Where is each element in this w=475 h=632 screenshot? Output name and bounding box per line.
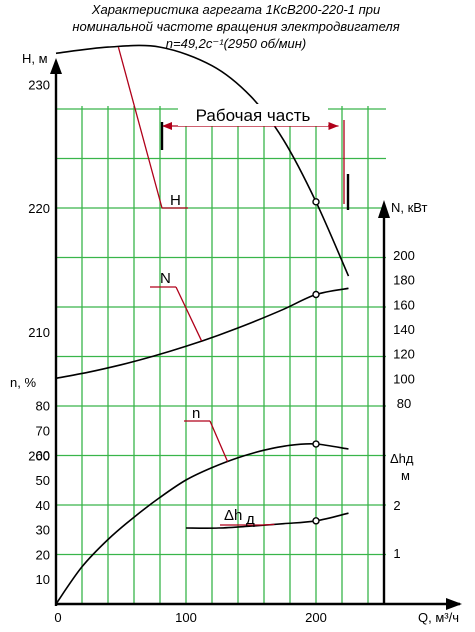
tick-label-npsh: 1 [393,546,400,561]
series-line-N [55,287,349,380]
label-leader-H [117,46,163,209]
tick-label-npsh: 2 [393,498,400,513]
series-label-N: N [160,270,171,287]
tick-label-power: 80 [397,396,411,411]
series-line-dh [185,512,349,529]
annotations: Н Nn Δh д Рабочая часть [117,46,350,528]
tick-label-power: 160 [393,297,415,312]
grid-lines [56,106,386,605]
tick-label-efficiency: 40 [36,498,50,513]
tick-label-efficiency: 30 [36,523,50,538]
working-range-arrow-left [162,122,172,130]
working-range-label: Рабочая часть [196,106,311,125]
axes-group [50,58,462,610]
series-label-H: Н [170,192,181,209]
chart-title-line-2: номинальной частоте вращения электродвиг… [72,19,399,34]
axis-label-npsh: Δhд [390,451,414,466]
tick-label-power: 120 [393,347,415,362]
working-range-label-bg [178,104,328,126]
label-leader-N [175,286,203,342]
axis-label-flow: Q, м³/ч [418,610,459,625]
axis-label-power: N, кВт [391,200,428,215]
tick-label-efficiency: 60 [36,448,50,463]
tick-label-efficiency: 50 [36,473,50,488]
label-leader-eta [209,420,229,462]
tick-label-efficiency: 20 [36,547,50,562]
axis-label-npsh-unit: м [401,468,410,483]
data-point-marker-H [312,198,320,206]
x-axis-arrow [446,598,462,610]
tick-label-flow: 200 [305,610,327,625]
data-point-marker-N [312,290,320,299]
tick-label-power: 140 [393,322,415,337]
y-axis-right-arrow [378,200,390,218]
axis-label-efficiency: n, % [10,375,36,390]
tick-label-head: 210 [28,325,50,340]
y-axis-left-arrow [50,58,62,74]
series-line-H [55,44,350,277]
series-label-dh: Δh [224,507,242,524]
tick-label-flow: 0 [54,610,61,625]
axis-label-head: Н, м [22,51,48,66]
tick-label-efficiency: 10 [36,572,50,587]
tick-label-power: 200 [393,248,415,263]
tick-label-power: 180 [393,273,415,288]
data-point-marker-eta [312,440,320,448]
series-label-sub-dh: д [246,511,255,528]
tick-label-flow: 100 [175,610,197,625]
data-point-marker-dh [312,517,320,525]
series-label-eta: n [192,405,200,422]
working-range-arrow-right [328,122,339,130]
label-leader-dh [261,523,275,526]
chart-title-line-3: n=49,2с⁻¹(2950 об/мин) [166,36,306,51]
tick-label-efficiency: 70 [36,423,50,438]
chart-title-line-1: Характеристика агрегата 1КсВ200-220-1 пр… [91,2,380,17]
tick-label-head: 230 [28,77,50,92]
tick-label-head: 200 [28,449,50,464]
tick-label-efficiency: 80 [36,399,50,414]
series-line-eta [55,442,349,605]
series-curves [55,44,350,605]
tick-label-power: 100 [393,371,415,386]
tick-label-head: 220 [28,201,50,216]
